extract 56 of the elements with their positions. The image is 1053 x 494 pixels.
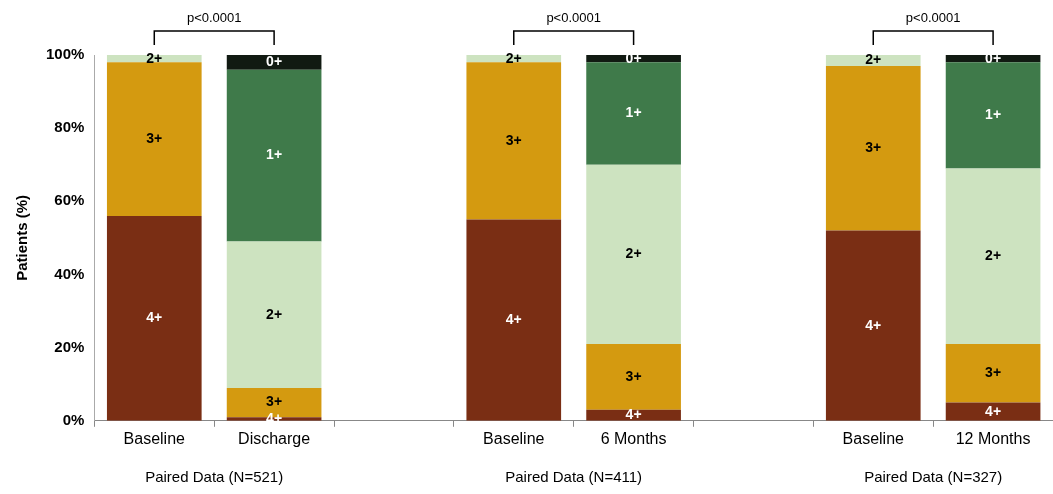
x-tick-label: Baseline bbox=[842, 429, 905, 447]
text: 3+ bbox=[625, 367, 642, 384]
y-axis-title: Patients (%) bbox=[13, 194, 31, 281]
bar bbox=[945, 62, 1041, 169]
text: 1+ bbox=[625, 104, 642, 121]
series-label: 3+ bbox=[266, 393, 283, 410]
text: 1+ bbox=[985, 106, 1002, 123]
bar bbox=[825, 65, 921, 231]
text: Paired Data (N=327) bbox=[864, 467, 1003, 485]
text: p<0.0001 bbox=[546, 10, 601, 26]
bar bbox=[825, 230, 921, 421]
bar bbox=[945, 343, 1041, 403]
text: 2+ bbox=[985, 247, 1002, 264]
x-tick-label: Discharge bbox=[238, 429, 311, 447]
bar bbox=[825, 55, 921, 66]
text: 4+ bbox=[625, 406, 642, 423]
text: 4+ bbox=[505, 311, 522, 328]
series-label: 4+ bbox=[985, 402, 1002, 419]
bar bbox=[945, 168, 1041, 344]
bar bbox=[106, 62, 202, 216]
text: 2+ bbox=[146, 49, 163, 66]
bar bbox=[226, 55, 322, 70]
bar bbox=[106, 215, 202, 421]
bar bbox=[226, 241, 322, 388]
bar bbox=[586, 62, 681, 165]
text: 2+ bbox=[266, 305, 283, 322]
text: 3+ bbox=[505, 131, 522, 148]
bar bbox=[466, 62, 562, 220]
text: p<0.0001 bbox=[905, 10, 961, 26]
text: 3+ bbox=[865, 139, 882, 156]
series-label: 0+ bbox=[266, 53, 283, 70]
text: 2+ bbox=[505, 49, 522, 66]
y-tick-label: 20% bbox=[54, 337, 85, 355]
x-tick-label: Baseline bbox=[483, 429, 545, 447]
text: Paired Data (N=411) bbox=[505, 467, 643, 485]
series-label: 1+ bbox=[266, 146, 283, 163]
bar bbox=[466, 219, 562, 421]
text: 2+ bbox=[625, 245, 642, 262]
text: 3+ bbox=[985, 364, 1002, 381]
y-tick-label: 80% bbox=[54, 118, 85, 136]
series-label: 2+ bbox=[865, 51, 882, 68]
y-tick-label: 60% bbox=[54, 191, 85, 209]
bar bbox=[586, 164, 681, 344]
x-tick-label: Baseline bbox=[123, 429, 186, 447]
bar bbox=[226, 69, 322, 242]
bar bbox=[586, 343, 681, 410]
y-tick-label: 100% bbox=[45, 45, 85, 63]
x-tick-label: 12 Months bbox=[955, 429, 1031, 447]
y-tick-label: 0% bbox=[62, 410, 85, 428]
text: 3+ bbox=[146, 129, 163, 146]
text: p<0.0001 bbox=[186, 10, 242, 26]
text: 4+ bbox=[865, 316, 882, 333]
x-tick-label: 6 Months bbox=[600, 429, 667, 447]
y-tick-label: 40% bbox=[54, 264, 85, 282]
text: Paired Data (N=521) bbox=[145, 467, 284, 485]
text: 4+ bbox=[146, 309, 163, 326]
